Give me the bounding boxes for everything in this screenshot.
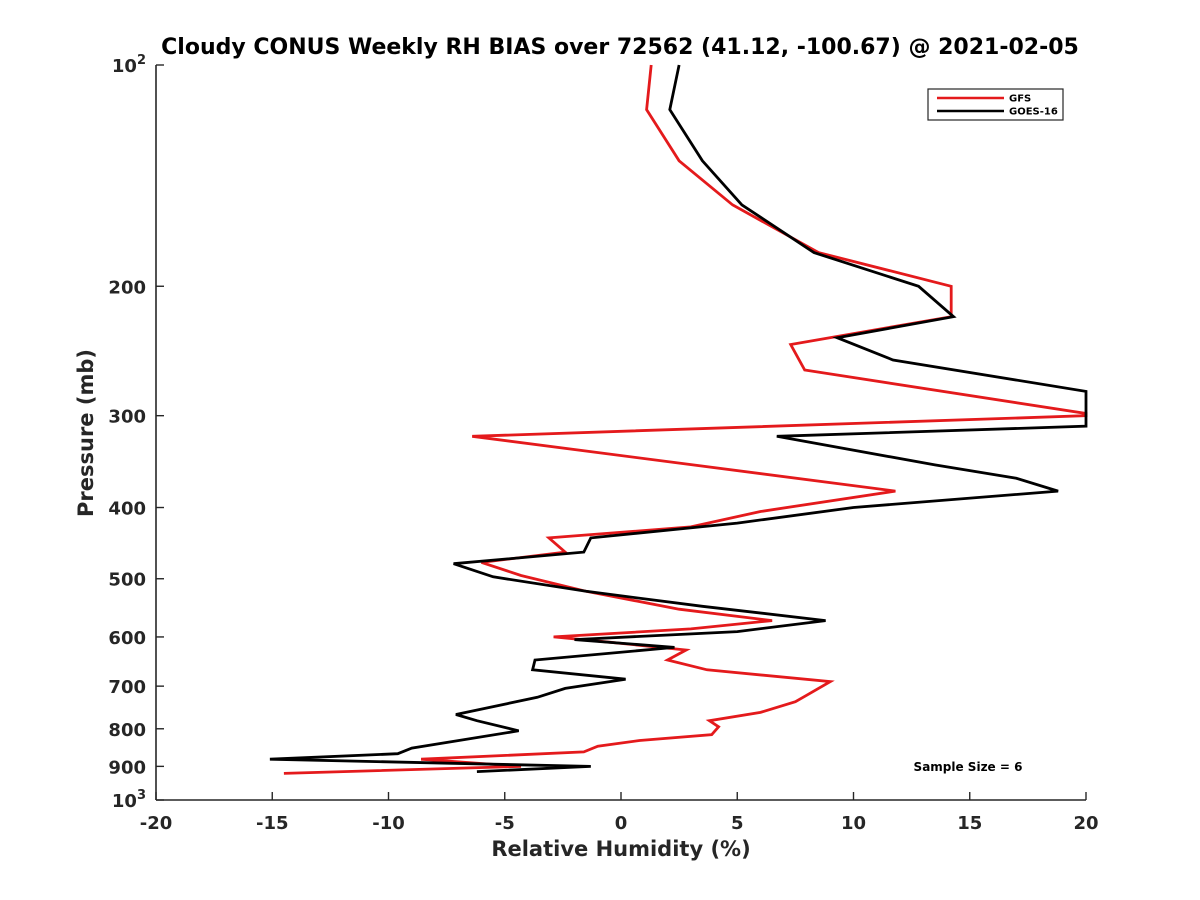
x-tick-label: 15	[957, 813, 982, 834]
y-ticks: 102 200 300 400 500 600 700 800 900 103	[108, 53, 164, 812]
y-tick-label: 102	[112, 53, 146, 77]
series-line-goes16	[269, 64, 1088, 773]
series-line-gfs	[283, 64, 1088, 775]
x-tick-label: -15	[256, 813, 289, 834]
y-axis-label: Pressure (mb)	[74, 349, 98, 517]
y-tick-label: 700	[108, 677, 146, 698]
y-tick-label: 200	[108, 277, 146, 298]
chart-title: Cloudy CONUS Weekly RH BIAS over 72562 (…	[161, 35, 1079, 60]
x-tick-label: 5	[731, 813, 744, 834]
y-tick-label: 300	[108, 407, 146, 428]
x-tick-label: -10	[372, 813, 405, 834]
x-tick-label: -20	[140, 813, 173, 834]
series-layer	[269, 64, 1088, 775]
legend-label-goes16: GOES-16	[1009, 107, 1058, 118]
x-tick-label: 20	[1073, 813, 1098, 834]
y-tick-label: 400	[108, 499, 146, 520]
legend-label-gfs: GFS	[1009, 94, 1031, 105]
x-ticks: -20 -15 -10 -5 0 5 10 15 20	[140, 792, 1099, 834]
legend-box	[927, 88, 1064, 121]
x-tick-label: 10	[841, 813, 866, 834]
sample-size-annotation: Sample Size = 6	[914, 760, 1023, 774]
y-tick-label: 800	[108, 720, 146, 741]
y-tick-label: 500	[108, 570, 146, 591]
y-tick-label: 900	[108, 757, 146, 778]
x-tick-label: 0	[615, 813, 628, 834]
legend: GFS GOES-16	[927, 88, 1064, 121]
y-tick-label: 600	[108, 628, 146, 649]
x-tick-label: -5	[495, 813, 515, 834]
y-tick-label: 103	[112, 788, 146, 812]
x-axis-label: Relative Humidity (%)	[491, 837, 750, 861]
